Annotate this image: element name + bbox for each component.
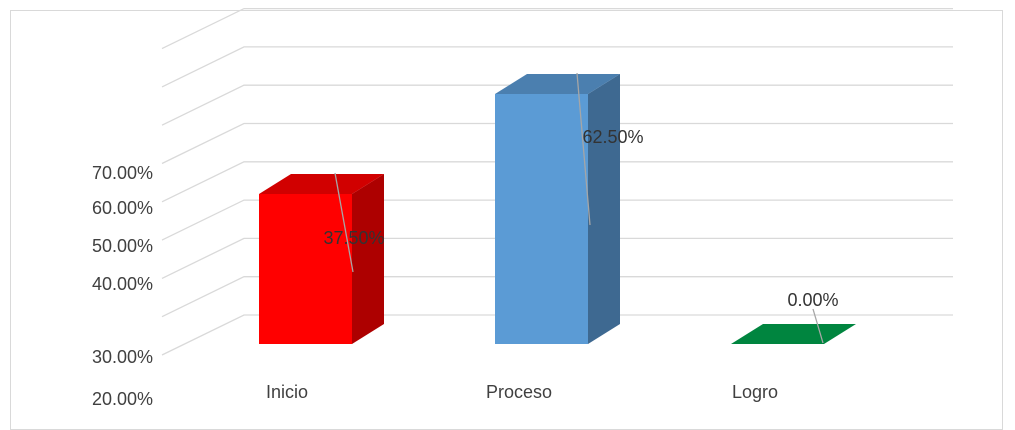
bar-top — [495, 74, 620, 94]
gridline — [161, 84, 953, 126]
bar-proceso — [495, 74, 620, 344]
gridlines — [161, 7, 953, 356]
bar-inicio — [259, 174, 384, 344]
leader-line — [576, 72, 591, 226]
gridline — [161, 314, 953, 356]
gridline — [161, 237, 953, 279]
y-tick-label: 60.00% — [92, 198, 153, 218]
gridline — [161, 199, 953, 241]
y-tick-label: 50.00% — [92, 236, 153, 256]
y-axis-ticks: 70.00% 60.00% 50.00% 40.00% 30.00% 20.00… — [92, 163, 153, 409]
gridline — [161, 122, 953, 165]
leader-line — [812, 308, 824, 344]
y-tick-label: 70.00% — [92, 163, 153, 183]
bar-side — [588, 74, 620, 344]
bar-front — [259, 194, 352, 344]
y-tick-label: 30.00% — [92, 347, 153, 367]
category-label: Logro — [732, 382, 778, 402]
gridline — [161, 7, 953, 50]
gridline — [161, 276, 953, 318]
y-tick-label: 40.00% — [92, 274, 153, 294]
bar-chart: 70.00% 60.00% 50.00% 40.00% 30.00% 20.00… — [92, 7, 953, 409]
bar-logro — [731, 324, 856, 344]
data-label: 0.00% — [787, 290, 838, 310]
gridline — [161, 46, 953, 88]
x-axis-labels: Inicio Proceso Logro — [266, 382, 778, 402]
leader-line — [334, 172, 354, 273]
data-labels: 37.50% 62.50% 0.00% — [323, 127, 838, 310]
bar-top — [259, 174, 384, 194]
y-tick-label: 20.00% — [92, 389, 153, 409]
category-label: Proceso — [486, 382, 552, 402]
bar-side — [352, 174, 384, 344]
bars — [259, 72, 856, 344]
category-label: Inicio — [266, 382, 308, 402]
gridline — [161, 161, 953, 203]
bar-front — [495, 94, 588, 344]
data-label: 62.50% — [582, 127, 643, 147]
bar-floor — [731, 324, 856, 344]
data-label: 37.50% — [323, 228, 384, 248]
